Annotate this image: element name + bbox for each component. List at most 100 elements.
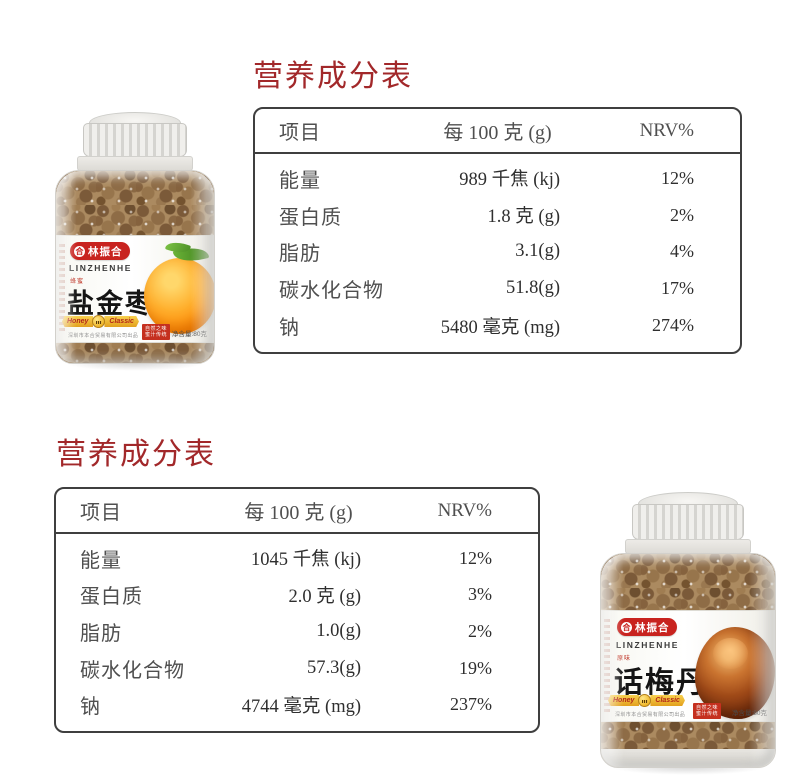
table-row: 钠 5480 毫克 (mg) 274% — [255, 307, 740, 344]
row-nrv: 237% — [450, 694, 492, 715]
table-row: 能量 989 千焦 (kj) 12% — [255, 160, 740, 197]
section-title-top: 营养成分表 — [253, 60, 413, 94]
row-item: 钠 — [279, 317, 300, 340]
row-value: 3.1(g) — [515, 241, 560, 262]
row-item: 蛋白质 — [80, 586, 143, 609]
header-item: 项目 — [80, 502, 122, 524]
header-item: 项目 — [279, 122, 321, 144]
table-row: 能量 1045 千焦 (kj) 12% — [56, 540, 538, 577]
company-line: 深圳市本合贸易有限公司出品 — [68, 333, 139, 339]
flavor-tag: 原味 — [617, 656, 632, 662]
brand-logo-icon: 合 — [621, 621, 632, 633]
product-name: 盐金枣 — [67, 289, 154, 319]
table-row: 蛋白质 2.0 克 (g) 3% — [56, 577, 538, 614]
row-nrv: 17% — [661, 278, 694, 299]
label-side-text — [604, 619, 610, 713]
honey-classic-ribbon: Honey Classic — [608, 694, 730, 707]
jar-base — [601, 749, 775, 767]
row-value: 1.8 克 (g) — [487, 207, 560, 228]
row-value: 989 千焦 (kj) — [459, 170, 560, 191]
header-nrv: NRV% — [437, 499, 492, 521]
table-body: 能量 1045 千焦 (kj) 12% 蛋白质 2.0 克 (g) 3% 脂肪 … — [56, 534, 538, 731]
candy-contents-bottom — [601, 722, 775, 749]
brand-latin: LINZHENHE — [616, 640, 680, 650]
brand-badge: 合 林振合 — [70, 242, 130, 260]
seal-line1: 自然之味 — [145, 325, 168, 332]
row-value: 1.0(g) — [316, 620, 361, 641]
product-label: 合 林振合 LINZHENHE 蜂蜜 盐金枣 Honey Classic 自然之… — [56, 235, 214, 343]
row-nrv: 3% — [468, 584, 492, 605]
nutrition-table-yanjinzao: 项目 每 100 克 (g) NRV% 能量 989 千焦 (kj) 12% 蛋… — [253, 107, 742, 354]
row-value: 1045 千焦 (kj) — [251, 550, 361, 571]
ribbon-right-label: Classic — [650, 695, 685, 706]
row-item: 碳水化合物 — [279, 280, 384, 303]
row-item: 蛋白质 — [279, 206, 342, 229]
table-header-row: 项目 每 100 克 (g) NRV% — [56, 489, 538, 534]
row-item: 脂肪 — [279, 243, 321, 266]
table-row: 蛋白质 1.8 克 (g) 2% — [255, 197, 740, 234]
seal-line1: 自然之味 — [696, 704, 719, 711]
brand-name: 林振合 — [635, 621, 670, 634]
row-item: 脂肪 — [80, 622, 122, 645]
row-value: 51.8(g) — [506, 278, 560, 299]
company-line: 深圳市本合贸易有限公司出品 — [615, 712, 686, 718]
product-jar-yanjinzao-image: 合 林振合 LINZHENHE 蜂蜜 盐金枣 Honey Classic 自然之… — [55, 112, 215, 371]
jar-neck — [625, 539, 751, 554]
seal-line2: 蜜汁传统 — [145, 331, 168, 338]
header-per100g: 每 100 克 (g) — [244, 502, 353, 524]
product-label: 合 林振合 LINZHENHE 原味 话梅丹 Honey Classic 自然之… — [601, 610, 775, 722]
brand-latin: LINZHENHE — [69, 263, 133, 273]
product-jar-huameidan-image: 合 林振合 LINZHENHE 原味 话梅丹 Honey Classic 自然之… — [600, 492, 776, 775]
brand-name: 林振合 — [88, 245, 123, 258]
ribbon-left-label: Honey — [608, 695, 640, 706]
product-name: 话梅丹 — [614, 667, 708, 699]
row-nrv: 4% — [670, 241, 694, 262]
tradition-seal: 自然之味 蜜汁传统 — [142, 324, 171, 340]
table-header-row: 项目 每 100 克 (g) NRV% — [255, 109, 740, 154]
brand-logo-icon: 合 — [74, 245, 85, 257]
kumquat-image — [144, 238, 214, 334]
net-weight: 净含量:80克 — [171, 331, 207, 338]
header-nrv: NRV% — [639, 119, 694, 141]
jar-body: 合 林振合 LINZHENHE 蜂蜜 盐金枣 Honey Classic 自然之… — [55, 170, 215, 364]
row-item: 能量 — [279, 169, 321, 192]
nutrition-table-huameidan: 项目 每 100 克 (g) NRV% 能量 1045 千焦 (kj) 12% … — [54, 487, 540, 733]
row-nrv: 274% — [652, 315, 694, 336]
row-value: 4744 毫克 (mg) — [241, 696, 361, 717]
bee-icon — [638, 694, 652, 707]
candy-contents-top — [601, 554, 775, 610]
candy-contents-bottom — [56, 343, 214, 363]
table-row: 钠 4744 毫克 (mg) 237% — [56, 686, 538, 723]
row-item: 碳水化合物 — [80, 659, 185, 682]
row-item: 能量 — [80, 549, 122, 572]
bee-icon — [92, 315, 106, 328]
row-value: 2.0 克 (g) — [288, 586, 361, 607]
row-nrv: 2% — [670, 204, 694, 225]
seal-line2: 蜜汁传统 — [696, 710, 719, 717]
row-nrv: 19% — [459, 657, 492, 678]
jar-body: 合 林振合 LINZHENHE 原味 话梅丹 Honey Classic 自然之… — [600, 553, 776, 768]
jar-neck — [77, 156, 193, 171]
table-row: 碳水化合物 51.8(g) 17% — [255, 270, 740, 307]
candy-contents-top — [56, 171, 214, 235]
tradition-seal: 自然之味 蜜汁传统 — [693, 703, 722, 719]
row-item: 钠 — [80, 696, 101, 719]
flavor-tag: 蜂蜜 — [70, 279, 85, 285]
row-value: 57.3(g) — [307, 657, 361, 678]
row-nrv: 12% — [661, 167, 694, 188]
row-nrv: 2% — [468, 620, 492, 641]
brand-badge: 合 林振合 — [617, 618, 677, 636]
row-nrv: 12% — [459, 547, 492, 568]
jar-cap — [83, 123, 187, 157]
table-row: 脂肪 3.1(g) 4% — [255, 234, 740, 271]
table-row: 碳水化合物 57.3(g) 19% — [56, 650, 538, 687]
header-per100g: 每 100 克 (g) — [443, 122, 552, 144]
ribbon-left-label: Honey — [62, 316, 94, 327]
row-value: 5480 毫克 (mg) — [440, 317, 560, 338]
label-side-text — [59, 244, 65, 334]
section-title-bottom: 营养成分表 — [56, 438, 216, 472]
net-weight: 净含量:80克 — [731, 710, 767, 717]
jar-cap — [632, 504, 744, 540]
table-body: 能量 989 千焦 (kj) 12% 蛋白质 1.8 克 (g) 2% 脂肪 3… — [255, 154, 740, 352]
table-row: 脂肪 1.0(g) 2% — [56, 613, 538, 650]
